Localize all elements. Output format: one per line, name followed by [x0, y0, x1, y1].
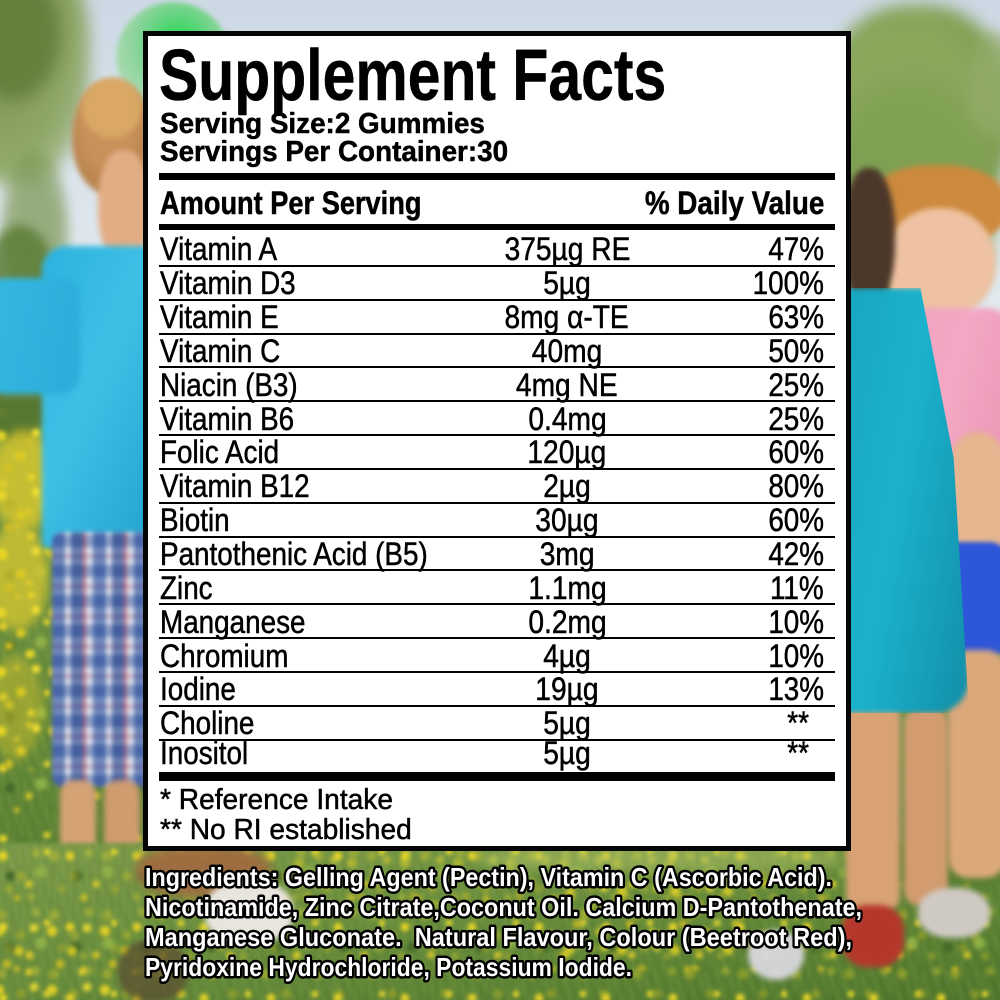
svg-text:Nicotinamide, Zinc Citrate,Coc: Nicotinamide, Zinc Citrate,Coconut Oil. … — [145, 892, 862, 922]
svg-text:Ingredients: Gelling Agent (Pe: Ingredients: Gelling Agent (Pectin), Vit… — [145, 862, 832, 892]
svg-text:Pyridoxine Hydrochloride, Pota: Pyridoxine Hydrochloride, Potassium Iodi… — [145, 952, 632, 982]
svg-text:Manganese Gluconate. Natural: Manganese Gluconate. Natural Flavour, Co… — [145, 922, 852, 952]
